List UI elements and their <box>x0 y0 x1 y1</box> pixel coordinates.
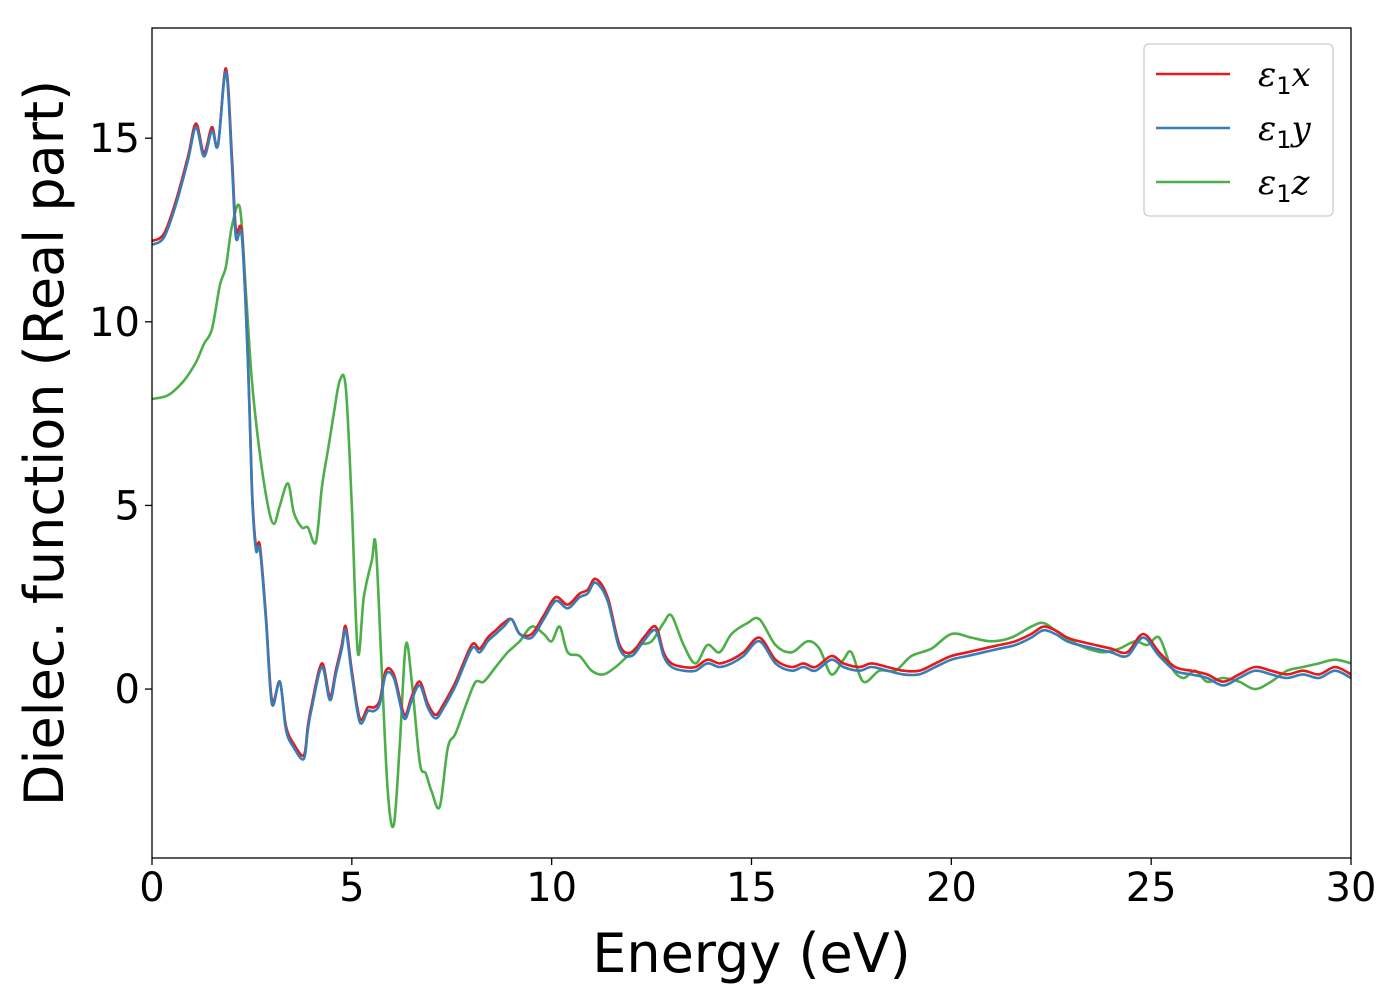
x-tick-label: 20 <box>926 865 977 911</box>
legend: ε1x ε1y ε1z <box>1143 43 1334 217</box>
legend-label: ε1z <box>1258 163 1311 208</box>
legend-label: ε1x <box>1258 55 1311 100</box>
x-tick-label: 30 <box>1326 865 1377 911</box>
legend-label: ε1y <box>1258 109 1312 154</box>
x-axis-label: Energy (eV) <box>592 922 911 985</box>
y-tick-label: 10 <box>89 300 140 346</box>
x-tick-label: 25 <box>1126 865 1177 911</box>
series-lines <box>152 67 1351 829</box>
y-tick-label: 5 <box>115 483 140 529</box>
x-tick-label: 0 <box>139 865 164 911</box>
series-line-y <box>152 70 1351 761</box>
x-axis-ticks: 0 5 10 15 20 25 30 <box>139 858 1376 911</box>
legend-box <box>1143 43 1334 217</box>
y-tick-label: 0 <box>115 667 140 713</box>
x-tick-label: 5 <box>339 865 364 911</box>
x-tick-label: 15 <box>726 865 777 911</box>
y-tick-label: 15 <box>89 116 140 162</box>
y-axis-label: Dielec. function (Real part) <box>13 80 76 806</box>
legend-entry-y: ε1y <box>1156 109 1312 154</box>
legend-entry-z: ε1z <box>1156 163 1311 208</box>
y-axis-ticks: 0 5 10 15 <box>89 116 152 713</box>
x-tick-label: 10 <box>526 865 577 911</box>
legend-entry-x: ε1x <box>1156 55 1311 100</box>
series-line-z <box>152 203 1351 829</box>
